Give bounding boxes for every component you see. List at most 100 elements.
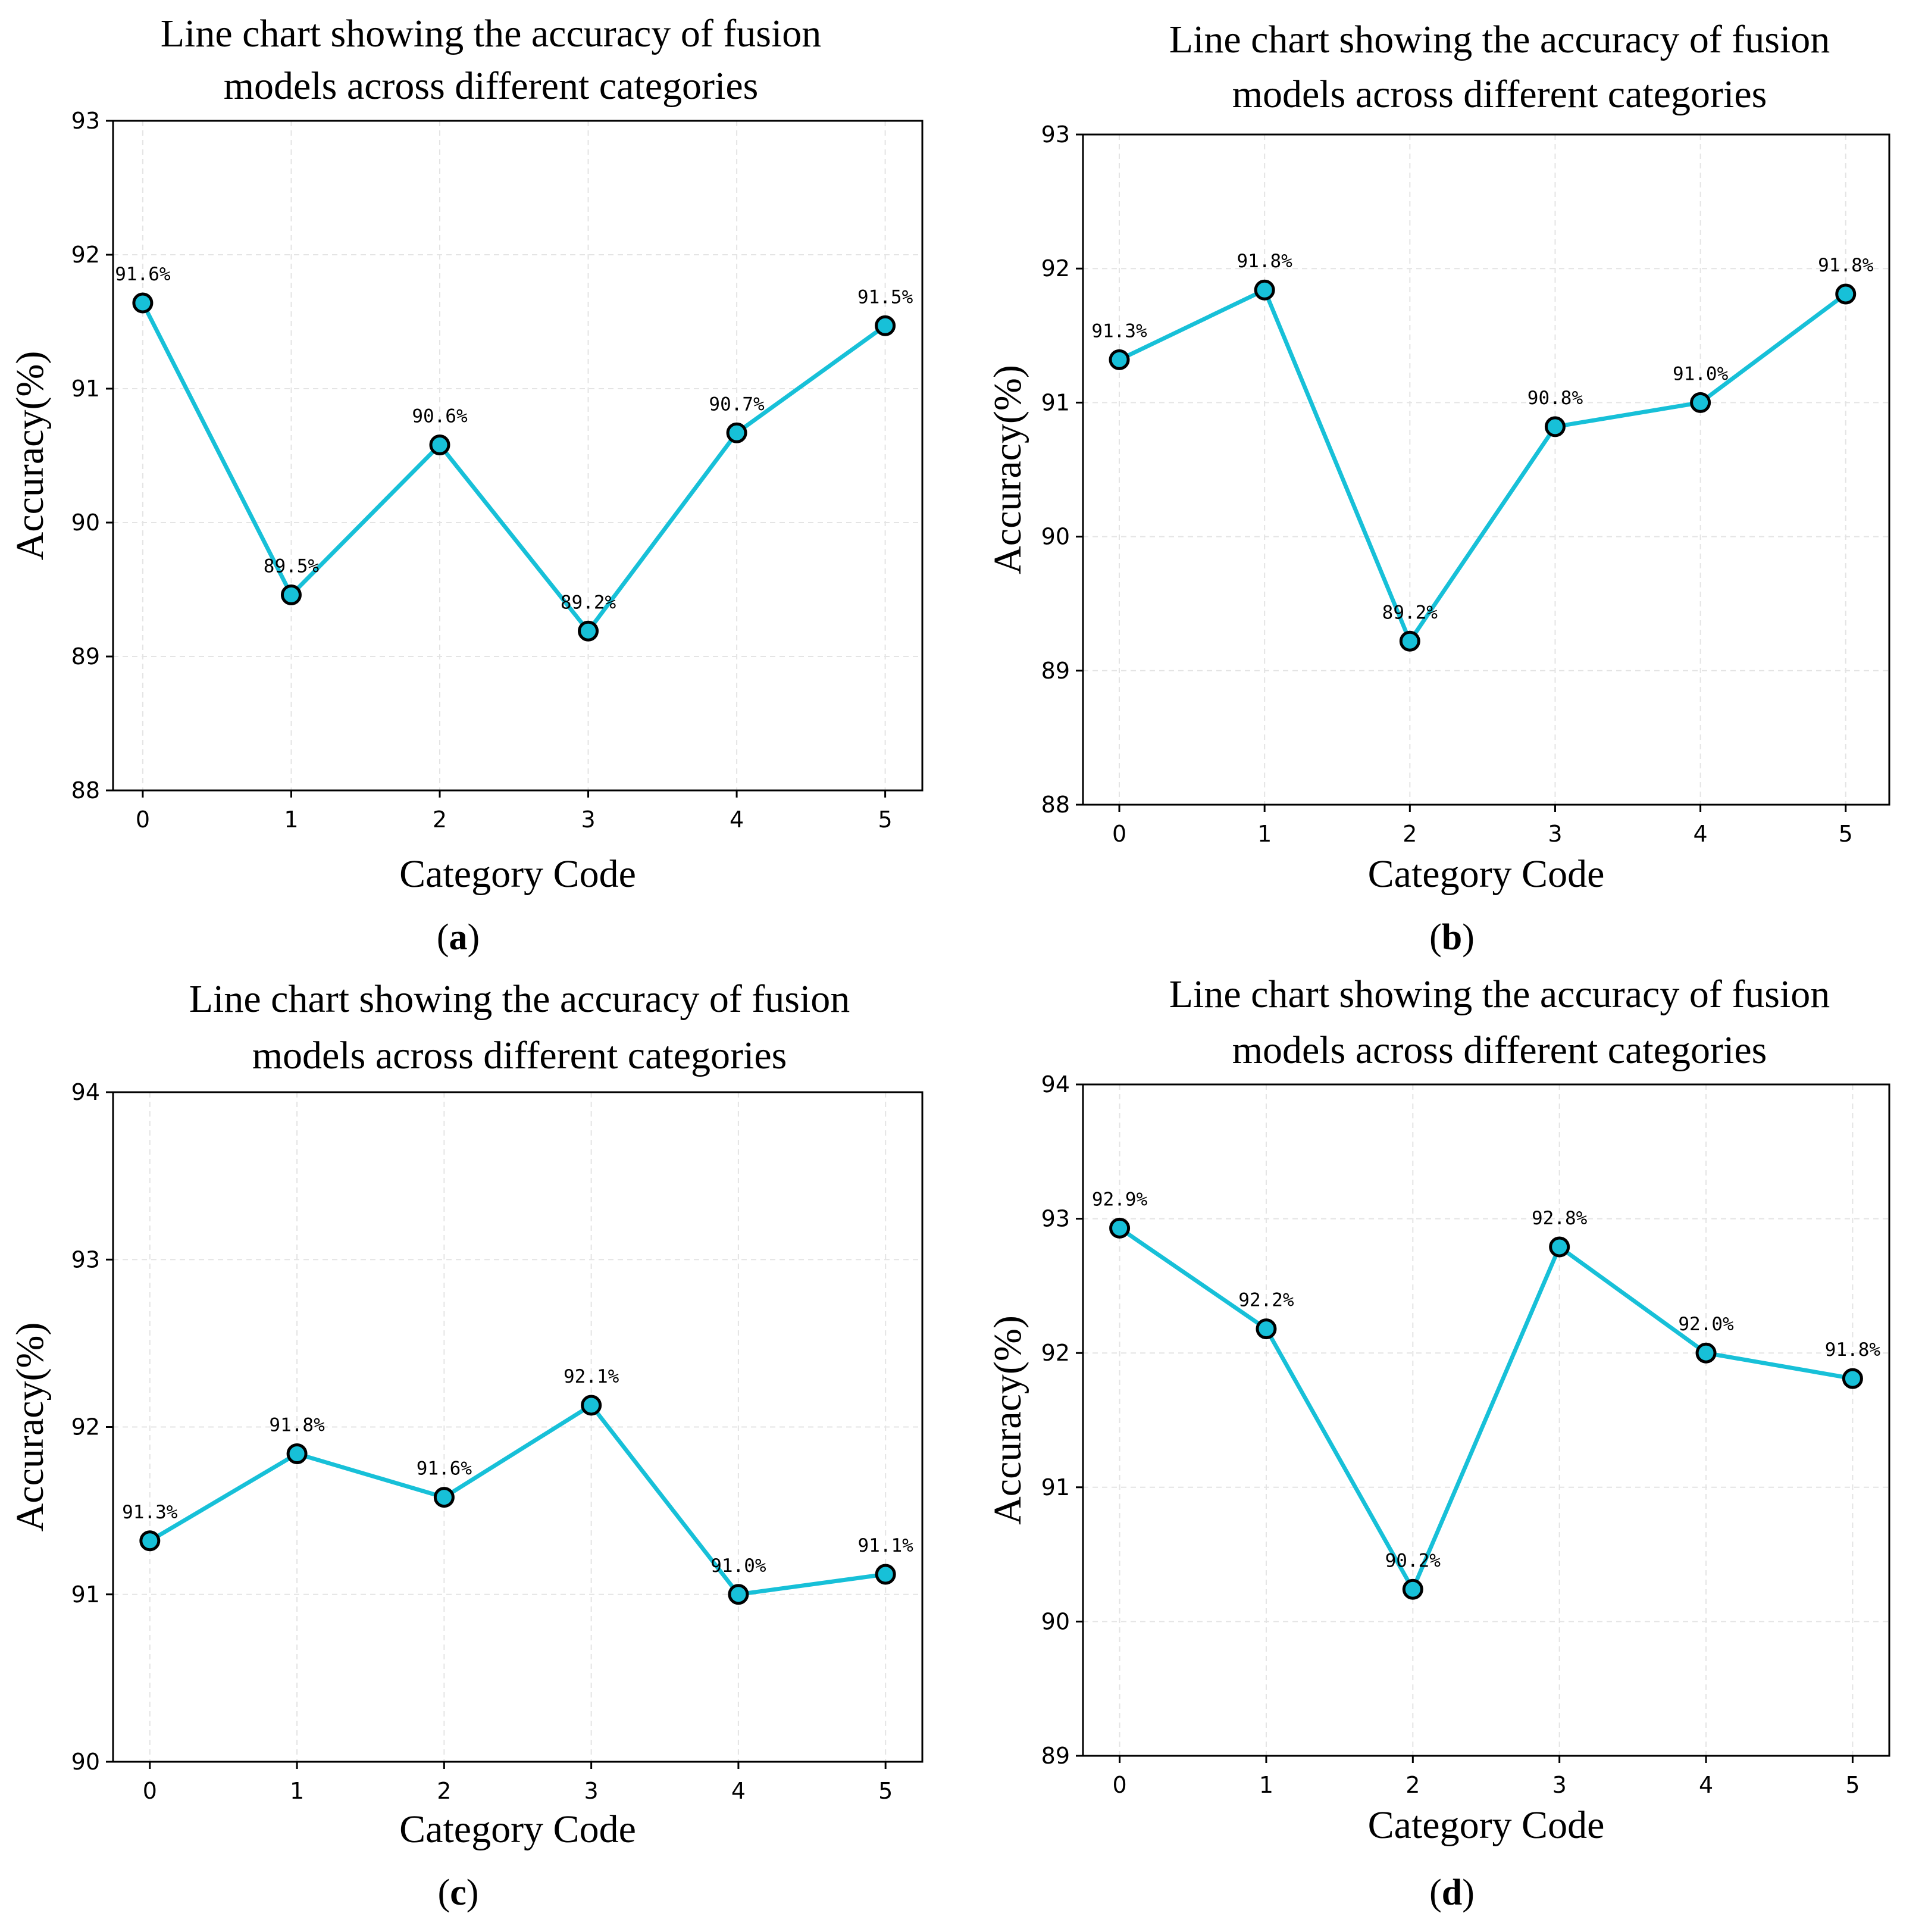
data-point xyxy=(578,620,599,642)
x-tick-label: 5 xyxy=(878,806,893,833)
data-label: 91.0% xyxy=(1673,363,1729,384)
y-tick-label: 90 xyxy=(1041,524,1070,550)
x-tick-label: 4 xyxy=(731,1778,746,1804)
y-axis-label: Accuracy(%) xyxy=(8,1323,52,1532)
chart-title-line: models across different categories xyxy=(1232,73,1767,116)
data-point xyxy=(1695,1342,1717,1364)
x-tick-label: 5 xyxy=(878,1778,893,1804)
y-tick-label: 94 xyxy=(71,1079,100,1105)
chart-title-line: Line chart showing the accuracy of fusio… xyxy=(1169,973,1830,1016)
data-point xyxy=(728,1584,749,1605)
panel-caption: (c) xyxy=(438,1872,479,1913)
series-line xyxy=(140,302,887,633)
chart-panel-b: Line chart showing the accuracy of fusio… xyxy=(986,18,1890,958)
y-tick-label: 91 xyxy=(1041,389,1070,415)
chart-title-line: models across different categories xyxy=(252,1034,787,1077)
data-label: 90.6% xyxy=(412,406,468,427)
data-label: 92.1% xyxy=(564,1366,619,1387)
series-line xyxy=(1118,1226,1854,1592)
y-tick-label: 93 xyxy=(71,108,100,134)
series-line xyxy=(1118,287,1847,643)
data-point xyxy=(875,1564,896,1585)
data-label: 91.3% xyxy=(122,1502,178,1523)
data-point xyxy=(1835,283,1857,305)
data-point xyxy=(1399,630,1420,652)
x-axis-label: Category Code xyxy=(399,1808,636,1851)
plot-frame xyxy=(112,120,924,792)
x-tick-label: 2 xyxy=(437,1778,451,1804)
y-tick-label: 90 xyxy=(1041,1608,1070,1634)
data-point xyxy=(581,1395,602,1416)
chart-panel-a: Line chart showing the accuracy of fusio… xyxy=(8,12,924,958)
data-point xyxy=(286,1443,308,1464)
x-tick-label: 1 xyxy=(284,806,298,833)
data-point xyxy=(1254,279,1275,301)
chart-title-line: Line chart showing the accuracy of fusio… xyxy=(161,12,822,55)
data-point xyxy=(132,292,154,314)
chart-panel-d: Line chart showing the accuracy of fusio… xyxy=(986,973,1890,1913)
x-tick-label: 1 xyxy=(1259,1772,1273,1798)
data-point xyxy=(1256,1318,1277,1340)
x-tick-label: 1 xyxy=(1257,821,1272,847)
y-tick-label: 94 xyxy=(1041,1071,1070,1098)
x-tick-label: 2 xyxy=(1405,1772,1420,1798)
data-point xyxy=(280,584,302,605)
x-tick-label: 5 xyxy=(1839,821,1853,847)
x-tick-label: 4 xyxy=(1694,821,1708,847)
x-tick-label: 0 xyxy=(136,806,150,833)
y-tick-label: 88 xyxy=(1041,792,1070,818)
y-tick-label: 88 xyxy=(71,777,100,804)
data-label: 91.8% xyxy=(1818,255,1874,276)
data-label: 91.8% xyxy=(1237,251,1293,272)
chart-panel-c: Line chart showing the accuracy of fusio… xyxy=(8,977,924,1913)
data-point xyxy=(726,422,747,443)
data-point xyxy=(429,434,450,455)
data-point xyxy=(1109,1217,1131,1239)
data-label: 92.2% xyxy=(1238,1290,1294,1311)
data-label: 92.8% xyxy=(1532,1208,1588,1229)
data-point xyxy=(1690,392,1711,413)
data-point xyxy=(433,1487,455,1508)
x-tick-label: 5 xyxy=(1845,1772,1860,1798)
x-axis-label: Category Code xyxy=(1368,1803,1605,1847)
y-axis-label: Accuracy(%) xyxy=(986,1315,1029,1525)
plot-frame xyxy=(1082,1083,1890,1757)
data-point xyxy=(1109,349,1130,370)
x-tick-label: 0 xyxy=(1112,1772,1126,1798)
x-tick-label: 3 xyxy=(1548,821,1562,847)
data-label: 91.0% xyxy=(710,1555,766,1577)
data-label: 91.8% xyxy=(269,1415,325,1436)
data-label: 91.6% xyxy=(115,264,171,285)
panel-caption: (a) xyxy=(437,917,480,958)
chart-title-line: Line chart showing the accuracy of fusio… xyxy=(189,977,850,1021)
x-tick-label: 0 xyxy=(143,1778,157,1804)
y-tick-label: 92 xyxy=(71,242,100,268)
y-tick-label: 89 xyxy=(71,643,100,670)
y-tick-label: 90 xyxy=(71,509,100,536)
chart-title-line: models across different categories xyxy=(224,64,759,108)
data-label: 90.2% xyxy=(1385,1550,1441,1571)
x-axis-label: Category Code xyxy=(399,852,636,896)
chart-title-line: models across different categories xyxy=(1232,1028,1767,1072)
panel-caption: (b) xyxy=(1429,917,1475,958)
y-tick-label: 91 xyxy=(1041,1474,1070,1500)
y-tick-label: 93 xyxy=(1041,1206,1070,1232)
x-tick-label: 4 xyxy=(1699,1772,1713,1798)
x-tick-label: 0 xyxy=(1112,821,1126,847)
data-label: 92.0% xyxy=(1678,1314,1734,1335)
data-label: 91.3% xyxy=(1091,320,1147,342)
data-label: 90.8% xyxy=(1527,387,1583,409)
x-tick-label: 3 xyxy=(581,806,595,833)
y-tick-label: 92 xyxy=(1041,1340,1070,1366)
data-label: 89.2% xyxy=(561,592,616,613)
data-point xyxy=(1544,416,1566,437)
data-label: 89.2% xyxy=(1382,602,1438,623)
y-tick-label: 89 xyxy=(1041,658,1070,684)
y-tick-label: 90 xyxy=(71,1749,100,1775)
data-label: 91.6% xyxy=(417,1458,472,1480)
data-point xyxy=(1842,1368,1863,1389)
y-tick-label: 92 xyxy=(1041,255,1070,282)
y-axis-label: Accuracy(%) xyxy=(986,365,1029,574)
x-tick-label: 1 xyxy=(290,1778,304,1804)
